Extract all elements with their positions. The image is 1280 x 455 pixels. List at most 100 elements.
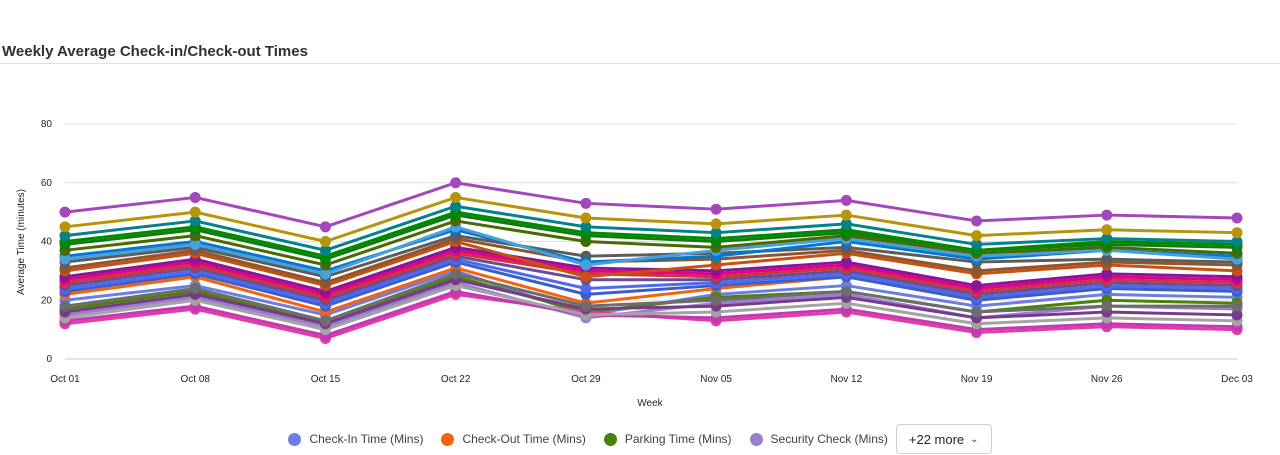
x-axis-label: Week: [637, 398, 663, 409]
x-tick-label: Nov 26: [1091, 374, 1123, 385]
data-point[interactable]: [580, 283, 592, 294]
data-point[interactable]: [971, 306, 983, 318]
data-point[interactable]: [450, 177, 462, 189]
title-divider: [0, 63, 1280, 64]
x-tick-label: Dec 03: [1221, 374, 1253, 385]
x-tick-label: Oct 29: [571, 374, 601, 385]
legend-item-check-in[interactable]: Check-In Time (Mins): [288, 432, 423, 446]
data-point[interactable]: [319, 236, 331, 247]
data-point[interactable]: [1231, 309, 1243, 321]
y-tick-label: 60: [41, 178, 53, 189]
data-point[interactable]: [59, 206, 71, 218]
series-line: [64, 284, 1238, 332]
data-point[interactable]: [1101, 209, 1113, 221]
data-point[interactable]: [59, 230, 71, 242]
data-point[interactable]: [1231, 236, 1243, 247]
y-axis-ticks: 0 20 40 60 80: [41, 119, 53, 365]
data-point[interactable]: [971, 238, 983, 250]
data-point[interactable]: [450, 268, 462, 280]
data-point[interactable]: [580, 197, 592, 209]
data-point[interactable]: [59, 221, 71, 233]
x-tick-label: Nov 12: [830, 374, 862, 385]
legend-item-security[interactable]: Security Check (Mins): [749, 432, 888, 446]
data-point[interactable]: [840, 256, 852, 268]
more-series-label: +22 more: [908, 431, 965, 447]
data-point[interactable]: [1101, 300, 1113, 312]
x-tick-label: Oct 01: [50, 374, 80, 385]
legend-dot-icon: [441, 432, 455, 446]
data-point[interactable]: [450, 191, 462, 203]
chart-legend: Check-In Time (Mins) Check-Out Time (Min…: [0, 423, 1280, 455]
data-point[interactable]: [189, 238, 201, 250]
y-tick-label: 0: [46, 354, 52, 365]
data-point[interactable]: [1231, 212, 1243, 224]
data-point[interactable]: [710, 227, 722, 239]
data-point[interactable]: [971, 280, 983, 292]
data-point[interactable]: [580, 212, 592, 224]
data-point[interactable]: [189, 215, 201, 227]
data-point[interactable]: [450, 200, 462, 212]
y-tick-label: 20: [41, 295, 53, 306]
data-point[interactable]: [319, 315, 331, 327]
data-point[interactable]: [59, 253, 71, 265]
y-axis-label: Average Time (minutes): [16, 189, 27, 295]
data-point[interactable]: [710, 294, 722, 306]
legend-item-parking[interactable]: Parking Time (Mins): [603, 432, 732, 446]
more-series-button[interactable]: +22 more ⌄: [895, 424, 992, 454]
data-point[interactable]: [1231, 300, 1243, 312]
data-point[interactable]: [189, 283, 201, 294]
data-point[interactable]: [710, 203, 722, 215]
legend-item-check-out[interactable]: Check-Out Time (Mins): [441, 432, 586, 446]
series-line: [64, 254, 1238, 302]
data-point[interactable]: [319, 244, 331, 256]
data-point[interactable]: [840, 285, 852, 297]
data-point[interactable]: [1101, 224, 1113, 236]
series-line: [64, 289, 1238, 337]
legend-dot-icon: [288, 432, 302, 446]
data-point[interactable]: [710, 218, 722, 230]
data-point[interactable]: [1101, 233, 1113, 245]
legend-label: Security Check (Mins): [770, 432, 888, 446]
data-point[interactable]: [189, 206, 201, 218]
legend-label: Parking Time (Mins): [624, 432, 732, 446]
legend-dot-icon: [603, 432, 617, 446]
data-point[interactable]: [580, 259, 592, 271]
series-group: [59, 177, 1243, 344]
x-tick-label: Nov 19: [961, 374, 993, 385]
series-line: [64, 260, 1238, 308]
series-line: [64, 234, 1238, 279]
series-line: [64, 278, 1238, 326]
series-line: [64, 257, 1238, 305]
series-25: [59, 177, 1243, 233]
y-tick-label: 80: [41, 119, 53, 130]
series-24: [59, 191, 1243, 247]
x-tick-label: Oct 22: [441, 374, 471, 385]
data-point[interactable]: [840, 218, 852, 230]
series-line: [64, 240, 1238, 288]
chevron-down-icon: ⌄: [970, 433, 979, 445]
data-point[interactable]: [971, 230, 983, 242]
data-point[interactable]: [1231, 227, 1243, 239]
data-point[interactable]: [971, 265, 983, 277]
legend-label: Check-Out Time (Mins): [462, 432, 586, 446]
x-tick-label: Oct 08: [180, 374, 210, 385]
series-23: [59, 200, 1243, 256]
data-point[interactable]: [59, 300, 71, 312]
data-point[interactable]: [1101, 268, 1113, 280]
series-line: [64, 272, 1237, 323]
data-point[interactable]: [580, 300, 592, 312]
data-point[interactable]: [189, 191, 201, 203]
series-line: [64, 219, 1238, 267]
chart-title: Weekly Average Check-in/Check-out Times: [2, 43, 308, 60]
data-point[interactable]: [580, 221, 592, 233]
series-line: [64, 225, 1238, 276]
data-point[interactable]: [319, 221, 331, 233]
data-point[interactable]: [840, 194, 852, 206]
x-tick-label: Nov 05: [700, 374, 732, 385]
data-point[interactable]: [580, 271, 592, 283]
data-point[interactable]: [319, 268, 331, 280]
data-point[interactable]: [1101, 253, 1113, 265]
data-point[interactable]: [971, 215, 983, 227]
data-point[interactable]: [840, 209, 852, 221]
series-line: [64, 210, 1238, 258]
